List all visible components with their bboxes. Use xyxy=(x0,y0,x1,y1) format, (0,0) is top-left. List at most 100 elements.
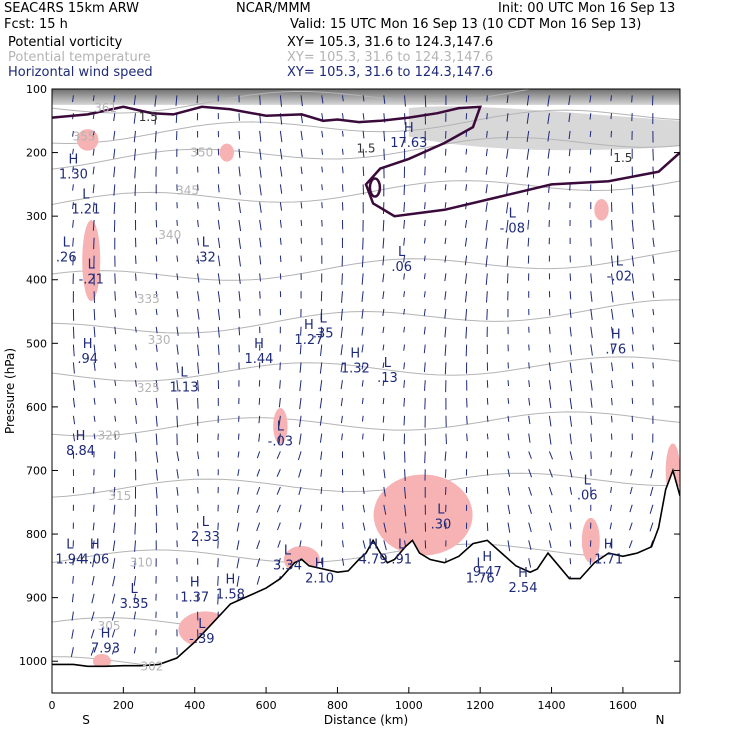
x-tick-label: 800 xyxy=(327,699,348,712)
wind-vector xyxy=(361,344,364,353)
wind-vector xyxy=(589,130,592,138)
wind-vector xyxy=(114,308,117,318)
wind-vector xyxy=(256,469,261,477)
wind-vector xyxy=(176,469,179,479)
pv-extremum-value: -.39 xyxy=(189,632,214,647)
wind-vector xyxy=(238,308,241,319)
wind-vector xyxy=(631,184,634,196)
forecast-hour: Fcst: 15 h xyxy=(4,17,68,32)
wind-vector xyxy=(319,415,323,426)
wind-vector xyxy=(403,202,406,212)
wind-vector xyxy=(155,344,158,352)
wind-vector xyxy=(276,504,281,513)
wind-vector xyxy=(92,522,95,531)
wind-vector xyxy=(341,166,344,174)
wind-vector xyxy=(382,397,385,405)
wind-vector xyxy=(444,273,447,282)
wind-vector xyxy=(72,433,76,442)
pv-low-marker: L xyxy=(198,617,206,632)
pv-shaded-region xyxy=(219,143,235,162)
wind-vector xyxy=(361,415,364,422)
wind-vector xyxy=(134,522,136,535)
wind-vector xyxy=(321,202,323,209)
wind-vector xyxy=(486,113,488,120)
wind-vector xyxy=(238,130,241,140)
wind-vector xyxy=(649,522,654,532)
wind-vector xyxy=(548,540,552,549)
field-name-wind: Horizontal wind speed xyxy=(8,65,153,80)
wind-vector xyxy=(650,469,654,479)
pv-low-marker: L xyxy=(180,366,188,381)
wind-vector xyxy=(133,130,136,143)
wind-vector xyxy=(528,522,532,533)
theta-contour xyxy=(52,411,680,437)
wind-vector xyxy=(236,540,240,551)
wind-vector xyxy=(279,219,282,228)
wind-vector xyxy=(321,166,323,173)
wind-vector xyxy=(361,308,364,319)
wind-vector xyxy=(424,95,427,108)
pv-low-marker: L xyxy=(130,582,138,597)
wind-vector xyxy=(547,130,550,142)
wind-vector xyxy=(197,237,200,246)
wind-vector xyxy=(610,237,613,249)
wind-vector xyxy=(134,166,136,179)
wind-vector xyxy=(382,255,385,266)
wind-vector xyxy=(527,202,530,213)
wind-vector xyxy=(278,415,281,426)
wind-vector xyxy=(93,397,96,405)
theta-contour xyxy=(52,89,534,114)
wind-vector xyxy=(217,166,220,174)
wind-vector xyxy=(630,469,633,476)
wind-vector xyxy=(236,558,240,569)
theta-label: 350 xyxy=(190,146,213,160)
wind-vector xyxy=(278,397,281,408)
wind-vector xyxy=(444,166,447,173)
wind-vector xyxy=(276,451,281,460)
wind-vector xyxy=(590,291,593,302)
wind-vector xyxy=(568,95,571,106)
wind-vector xyxy=(278,433,281,445)
wind-vector xyxy=(238,291,241,302)
wind-vector xyxy=(112,575,116,587)
pv-high-marker: H xyxy=(304,318,314,333)
wind-vector xyxy=(528,469,533,478)
wind-vector xyxy=(279,166,283,177)
theta-label: 302 xyxy=(140,659,163,673)
wind-vector xyxy=(507,397,510,404)
pv-extremum-value: 7.93 xyxy=(91,641,120,656)
wind-vector xyxy=(589,558,592,565)
pv-extremum-value: 1.30 xyxy=(59,168,88,183)
wind-vector xyxy=(237,451,240,458)
wind-vector xyxy=(383,130,386,142)
wind-vector xyxy=(155,451,159,463)
wind-vector xyxy=(197,469,199,477)
wind-vector xyxy=(340,326,343,338)
wind-vector xyxy=(176,237,179,244)
wind-vector xyxy=(90,647,95,656)
wind-vector xyxy=(382,308,385,316)
pv-low-marker: L xyxy=(202,235,210,250)
wind-vector xyxy=(256,558,261,568)
wind-vector xyxy=(652,237,655,247)
wind-vector xyxy=(610,469,612,476)
pv-shaded-region xyxy=(373,474,473,556)
wind-vector xyxy=(236,575,240,587)
wind-vector xyxy=(217,326,220,338)
pv-extremum-value: .26 xyxy=(56,250,77,265)
wind-vector xyxy=(258,433,261,442)
wind-vector xyxy=(113,95,116,103)
pv-low-marker: L xyxy=(284,544,292,559)
wind-vector xyxy=(197,255,200,265)
wind-vector xyxy=(362,522,366,531)
wind-vector xyxy=(568,148,571,157)
wind-vector xyxy=(256,575,261,585)
wind-vector xyxy=(217,362,220,373)
wind-vector xyxy=(133,629,136,637)
wind-vector xyxy=(548,362,552,372)
wind-vector xyxy=(631,344,634,352)
field-name-theta: Potential temperature xyxy=(8,50,151,65)
wind-vector xyxy=(341,522,344,530)
wind-vector xyxy=(569,397,573,410)
wind-vector xyxy=(485,148,488,157)
